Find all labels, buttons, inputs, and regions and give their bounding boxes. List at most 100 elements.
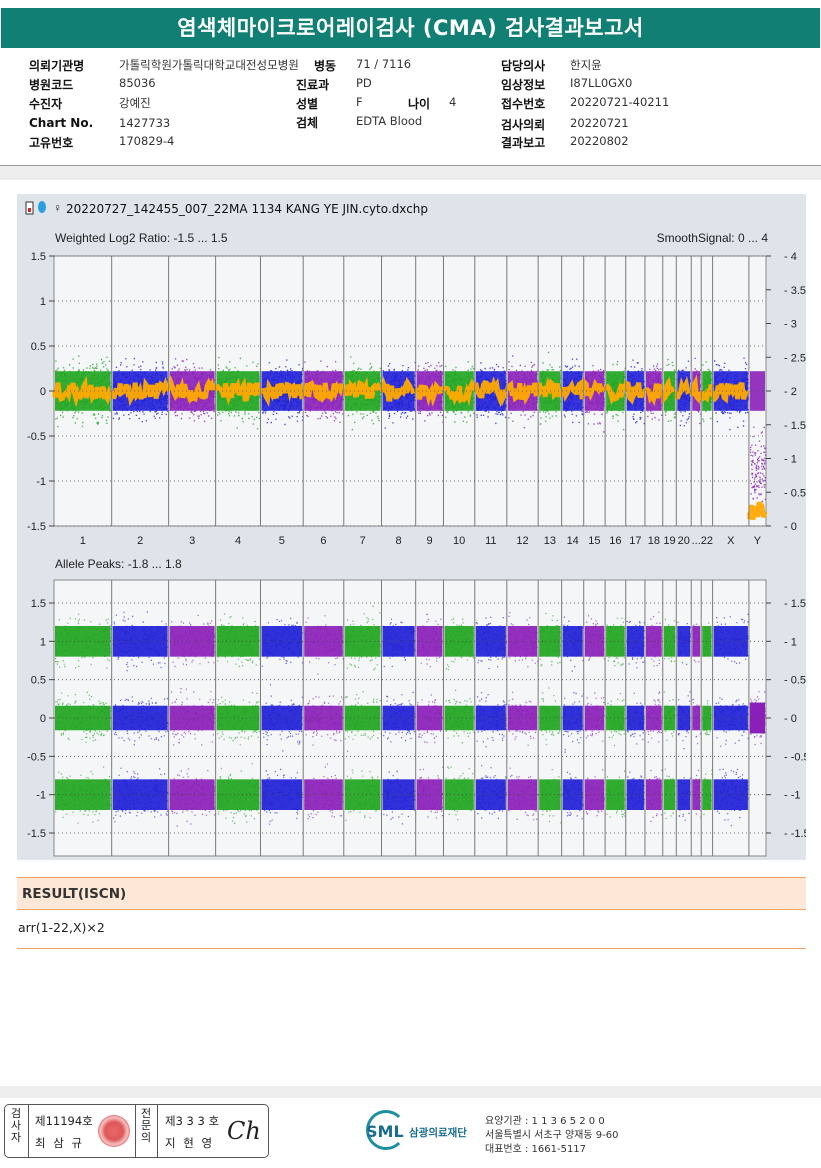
smooth-signal-chr-11 xyxy=(473,376,509,408)
allele-y2-tick: - 0 xyxy=(784,713,797,725)
allele-band-chr-20-0 xyxy=(677,626,691,657)
smooth-signal-chr-22 xyxy=(699,383,714,404)
smooth-signal-chr-16 xyxy=(603,380,627,405)
tester-name: 최 삼 규 xyxy=(35,1136,85,1150)
smooth-signal-chr-2 xyxy=(110,376,170,407)
allele-band-chr-20-1 xyxy=(677,705,691,731)
allele-points-chr-8-1 xyxy=(383,691,416,743)
unique-no-label: 고유번호 xyxy=(29,136,74,150)
plot-filename: 20220727_142455_007_22MA 1134 KANG YE JI… xyxy=(66,202,429,216)
allele-points-chr-11-2 xyxy=(476,765,507,819)
chr-label: 6 xyxy=(320,535,326,547)
phone: 대표번호 : 1661-5117 xyxy=(485,1144,587,1155)
patient-label: 수진자 xyxy=(29,97,63,111)
smooth-signal-chr-19 xyxy=(661,376,676,405)
allele-band-chr-5-2 xyxy=(261,779,303,810)
allele-y2-tick: - -1 xyxy=(784,790,801,802)
allele-points-chr-19-1 xyxy=(663,691,677,741)
allele-points-chr-21-0 xyxy=(692,623,700,663)
doctor-label: 담당의사 xyxy=(501,59,546,73)
cma-plot: ♀ Weighted Log2 Ratio: -1.5 ... 1.5 Smooth… xyxy=(25,201,806,857)
allele-points-chr-6-1 xyxy=(304,695,344,746)
allele-band-chr-2-1 xyxy=(112,705,168,731)
log2-y-tick: -1 xyxy=(36,476,46,488)
allele-band-chr-3-0 xyxy=(169,626,215,657)
allele-y2-tick: - -0.5 xyxy=(784,751,806,763)
signature-box: 검사자 제11194호 최 삼 규 전문의 제3 3 3 호 지 현 영 Ch xyxy=(4,1104,269,1158)
specimen-label: 검체 xyxy=(296,116,319,130)
droplet-icon xyxy=(38,201,46,213)
allele-points-chr-11-1 xyxy=(476,692,507,748)
result-divider xyxy=(17,948,806,949)
sex-label: 성별 xyxy=(296,97,319,111)
clinical-value: I87LL0GX0 xyxy=(570,76,633,90)
chr-label: 13 xyxy=(544,535,556,547)
request-date-label: 검사의뢰 xyxy=(501,118,546,132)
cma-plot-panel: ♀ Weighted Log2 Ratio: -1.5 ... 1.5 Smooth… xyxy=(17,194,806,860)
tester-seal xyxy=(98,1115,130,1147)
allele-y-tick: 0 xyxy=(40,713,46,725)
care-code: 요양기관 : 1 1 3 6 5 2 0 0 xyxy=(485,1116,605,1127)
chr-label: 1 xyxy=(80,535,86,547)
smooth-signal-chr-4 xyxy=(214,377,262,406)
chart-no-label: Chart No. xyxy=(29,116,94,130)
allele-y2-tick: - 1 xyxy=(784,636,797,648)
smooth-y-tick: - 2 xyxy=(784,386,797,398)
allele-points-chr-9-1 xyxy=(416,694,443,744)
allele-points-chr-1-1 xyxy=(55,691,112,743)
allele-points-chr-7-1 xyxy=(344,691,382,752)
log2-y-tick: 0 xyxy=(40,386,46,398)
allele-points-chr-19-0 xyxy=(664,618,677,663)
chr-label: 14 xyxy=(567,535,579,547)
allele-points-chr-1-2 xyxy=(55,766,112,824)
chr-label: 4 xyxy=(235,535,241,547)
chr-label: 20 xyxy=(678,535,690,547)
smooth-signal-chr-20 xyxy=(674,375,691,400)
smooth-y-tick: - 3 xyxy=(784,319,797,331)
allele-points-chr-22-0 xyxy=(702,622,713,657)
smooth-signal-chr-18 xyxy=(643,383,664,407)
allele-points-chr-6-0 xyxy=(304,615,344,675)
allele-y-tick: -0.5 xyxy=(27,751,46,763)
allele-y2-tick: - 1.5 xyxy=(784,598,806,610)
smooth-y-tick: - 1 xyxy=(784,454,797,466)
chr-label: 17 xyxy=(629,535,641,547)
smooth-signal-chr-9 xyxy=(414,380,445,408)
smooth-y-tick: - 0 xyxy=(784,521,797,533)
ward-label: 병동 xyxy=(314,59,337,73)
doctor-value: 한지윤 xyxy=(570,58,602,72)
allele-points-chr-14-2 xyxy=(562,771,584,820)
allele-y2-tick: - 0.5 xyxy=(784,675,806,687)
allele-points-chr-15-1 xyxy=(584,692,606,742)
patient-value: 강예진 xyxy=(119,96,151,110)
allele-points-chr-10-2 xyxy=(444,766,474,821)
log2-y-tick: 0.5 xyxy=(31,341,46,353)
chr-label: X xyxy=(727,535,735,547)
allele-y2-tick: - -1.5 xyxy=(784,828,806,840)
chr-label: 15 xyxy=(588,535,600,547)
allele-points-chr-23-2 xyxy=(714,768,749,827)
allele-points-chr-12-2 xyxy=(507,767,539,821)
chr-label: 22 xyxy=(701,535,713,547)
sml-logo-icon xyxy=(366,1110,406,1150)
requester-label: 의뢰기관명 xyxy=(29,59,85,73)
specialist-name: 지 현 영 xyxy=(165,1136,215,1150)
allele-points-chr-5-2 xyxy=(261,768,303,825)
chr-label: 12 xyxy=(516,535,528,547)
chr-label: 3 xyxy=(189,535,195,547)
allele-band-chr-21-0 xyxy=(692,626,701,657)
result-heading-bar: RESULT(ISCN) xyxy=(17,877,806,910)
allele-points-chr-6-2 xyxy=(304,763,344,820)
dept-label: 진료과 xyxy=(296,78,330,92)
allele-points-chr-2-0 xyxy=(112,611,169,672)
allele-y-tick: -1 xyxy=(36,790,46,802)
file-flag-icon xyxy=(28,208,31,212)
log2-y-tick: -1.5 xyxy=(27,521,46,533)
smooth-signal-chr-12 xyxy=(505,379,539,405)
allele-y-tick: 0.5 xyxy=(31,675,46,687)
smooth-signal-chr-5 xyxy=(259,378,305,408)
allele-y-tick: 1 xyxy=(40,636,46,648)
allele-band-chr-17-2 xyxy=(626,779,644,810)
chr-label: Y xyxy=(754,535,762,547)
result-iscn-text: arr(1-22,X)×2 xyxy=(18,920,105,935)
